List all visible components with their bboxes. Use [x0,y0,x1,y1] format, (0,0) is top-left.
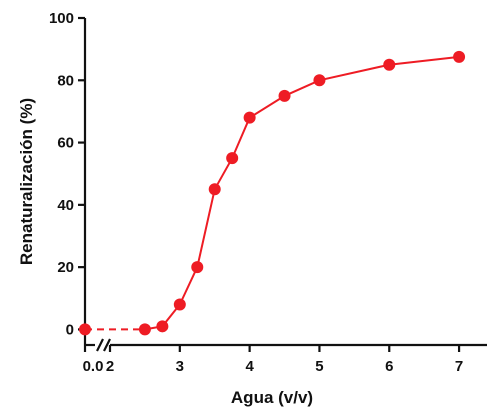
x-tick-label: 4 [245,358,254,375]
data-point [383,58,396,71]
x-tick-label: 2 [106,358,114,375]
data-point [79,323,91,336]
x-tick-label: 7 [455,358,463,375]
series-layer [79,50,466,336]
x-tick-label: 5 [315,358,323,375]
x-axis-break-mark [96,338,104,352]
x-tick-label: 0.0 [83,358,104,375]
data-point [173,298,186,311]
data-point [313,74,326,87]
y-tick-label: 80 [57,72,74,89]
data-point [278,89,291,102]
data-point [226,152,239,165]
x-tick-label: 3 [176,358,184,375]
x-axis-break-mark [103,338,111,352]
data-point [208,183,221,196]
x-tick-label: 6 [385,358,393,375]
data-point [453,50,466,63]
data-point [138,323,151,336]
y-tick-label: 0 [66,321,74,338]
y-tick-label: 60 [57,135,74,152]
data-point [243,111,256,124]
series-line [144,55,460,331]
axes [78,16,487,352]
y-tick-label: 40 [57,197,74,214]
data-point [156,320,169,333]
labels: 0 20 40 60 80 100 0.0 2 3 4 5 6 7 Agua (v/v) Renatural… [17,10,463,407]
x-axis-title: Agua (v/v) [231,388,313,407]
y-axis-title: Renaturalización (%) [17,98,36,265]
y-tick-label: 100 [49,10,74,27]
y-tick-label: 20 [57,259,74,276]
data-point [191,261,204,274]
